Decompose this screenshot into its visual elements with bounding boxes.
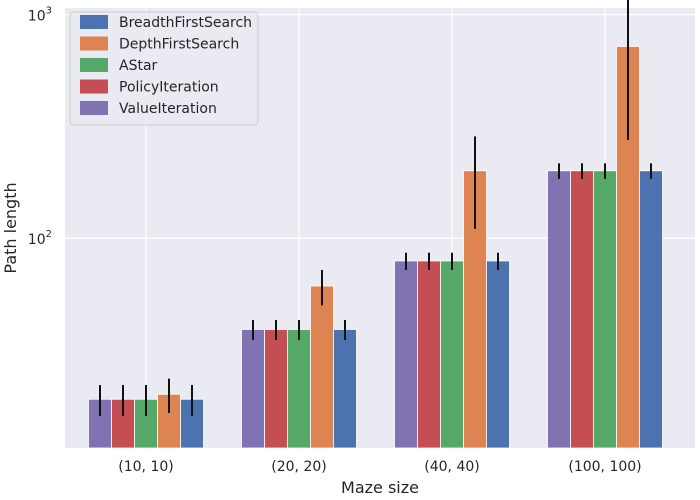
x-tick-label: (20, 20) <box>271 459 326 475</box>
bar-ValueIteration-3 <box>547 170 571 449</box>
legend: BreadthFirstSearch DepthFirstSearch AStar P… <box>69 11 259 126</box>
legend-swatch <box>80 36 108 51</box>
bars <box>88 46 663 449</box>
legend-swatch <box>80 79 108 94</box>
bar-AStar-3 <box>593 170 617 449</box>
bar-AStar-1 <box>287 329 311 449</box>
legend-label: AStar <box>119 58 158 74</box>
legend-label: PolicyIteration <box>119 80 219 96</box>
bar-PolicyIteration-2 <box>417 260 441 449</box>
error-bars <box>99 0 652 416</box>
bar-BreadthFirstSearch-2 <box>486 260 510 449</box>
bar-PolicyIteration-3 <box>570 170 594 449</box>
x-axis-label: Maze size <box>341 478 419 497</box>
legend-label: BreadthFirstSearch <box>119 15 252 31</box>
y-tick-label: 102 <box>28 229 52 248</box>
x-tick-label: (40, 40) <box>424 459 479 475</box>
bar-DepthFirstSearch-1 <box>310 285 334 449</box>
legend-label: ValueIteration <box>119 101 217 117</box>
bar-BreadthFirstSearch-1 <box>333 329 357 449</box>
y-tick-label: 103 <box>28 6 52 25</box>
legend-swatch <box>80 58 108 72</box>
bar-ValueIteration-1 <box>241 329 265 449</box>
bar-BreadthFirstSearch-3 <box>639 170 663 449</box>
legend-swatch <box>80 15 108 29</box>
bar-PolicyIteration-1 <box>264 329 288 449</box>
bar-AStar-2 <box>440 260 464 449</box>
x-tick-label: (10, 10) <box>118 459 173 475</box>
y-tick-labels: 102 103 <box>28 6 52 248</box>
legend-swatch <box>80 101 108 115</box>
legend-label: DepthFirstSearch <box>119 37 239 53</box>
bar-ValueIteration-2 <box>394 260 418 449</box>
y-axis-label: Path length <box>1 182 20 273</box>
x-tick-label: (100, 100) <box>568 459 641 475</box>
legend-box <box>69 11 259 126</box>
x-tick-labels: (10, 10) (20, 20) (40, 40) (100, 100) <box>118 459 641 475</box>
